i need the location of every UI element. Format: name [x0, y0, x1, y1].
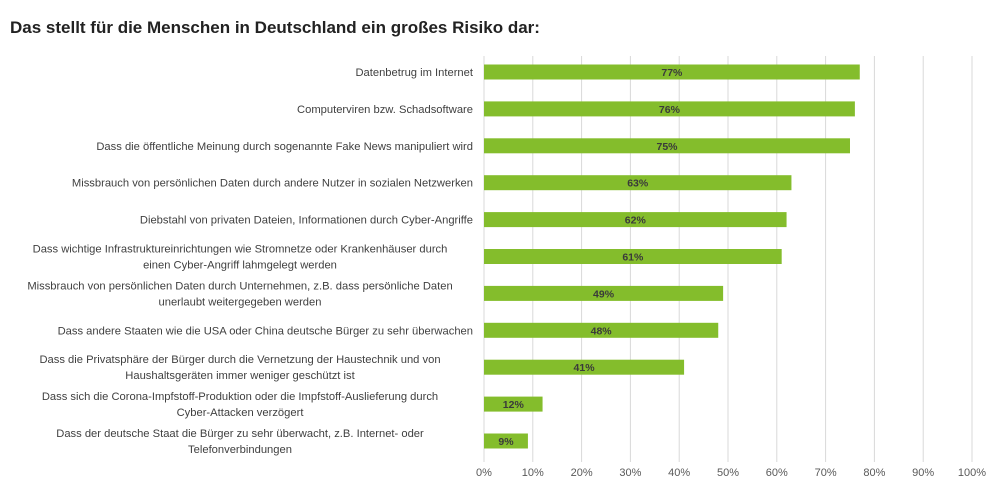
category-label: unerlaubt weitergegeben werden [159, 296, 322, 308]
x-tick-label: 100% [958, 467, 986, 479]
category-label: Dass die Privatsphäre der Bürger durch d… [39, 354, 440, 366]
bar [484, 285, 724, 301]
x-tick-label: 40% [668, 467, 690, 479]
data-label: 9% [498, 436, 514, 448]
bar [484, 101, 855, 117]
x-tick-label: 90% [912, 467, 934, 479]
data-label: 41% [574, 362, 596, 374]
category-label: Diebstahl von privaten Dateien, Informat… [140, 215, 473, 227]
x-tick-label: 10% [522, 467, 544, 479]
category-label: Dass sich die Corona-Impfstoff-Produktio… [42, 391, 438, 403]
bars: 77% 76% 75% 63% 62% 61% 49% 48% 41% 12% 9% [484, 64, 860, 449]
bar [484, 359, 685, 375]
category-label: einen Cyber-Angriff lahmgelegt werden [143, 260, 337, 272]
category-label: Datenbetrug im Internet [355, 67, 473, 79]
x-tick-label: 70% [815, 467, 837, 479]
bar [484, 249, 782, 264]
data-label: 61% [622, 252, 644, 264]
x-tick-label: 30% [619, 467, 641, 479]
x-tick-label: 20% [571, 467, 593, 479]
bar [484, 396, 543, 412]
bar [484, 138, 850, 154]
bar [484, 433, 528, 449]
data-label: 77% [661, 67, 683, 79]
data-label: 75% [656, 141, 678, 153]
x-tick-label: 50% [717, 467, 739, 479]
data-label: 62% [625, 215, 647, 227]
category-label: Dass andere Staaten wie die USA oder Chi… [58, 325, 473, 337]
data-label: 49% [593, 288, 615, 300]
category-label: Missbrauch von persönlichen Daten durch … [72, 178, 473, 190]
data-label: 48% [591, 325, 613, 337]
category-label: Missbrauch von persönlichen Daten durch … [27, 280, 452, 292]
category-label: Haushaltsgeräten immer weniger geschützt… [125, 370, 355, 382]
bar [484, 212, 787, 228]
x-tick-labels: 0% 10% 20% 30% 40% 50% 60% 70% 80% 90% 100% [476, 467, 986, 479]
data-label: 12% [503, 399, 525, 411]
x-tick-label: 80% [863, 467, 885, 479]
category-label: Telefonverbindungen [188, 444, 292, 456]
x-tick-label: 0% [476, 467, 492, 479]
x-tick-label: 60% [766, 467, 788, 479]
data-label: 63% [627, 178, 649, 190]
category-label: Dass der deutsche Staat die Bürger zu se… [56, 428, 424, 440]
bar [484, 64, 860, 80]
data-label: 76% [659, 104, 681, 116]
category-label: Cyber-Attacken verzögert [177, 407, 305, 419]
category-label: Dass die öffentliche Meinung durch sogen… [96, 141, 473, 153]
bar [484, 322, 719, 338]
category-label: Dass wichtige Infrastruktureinrichtungen… [33, 244, 448, 256]
bar [484, 175, 792, 191]
chart-title: Das stellt für die Menschen in Deutschla… [10, 18, 540, 37]
category-labels: Datenbetrug im Internet Computerviren bzw… [27, 67, 474, 456]
category-label: Computerviren bzw. Schadsoftware [297, 104, 473, 116]
